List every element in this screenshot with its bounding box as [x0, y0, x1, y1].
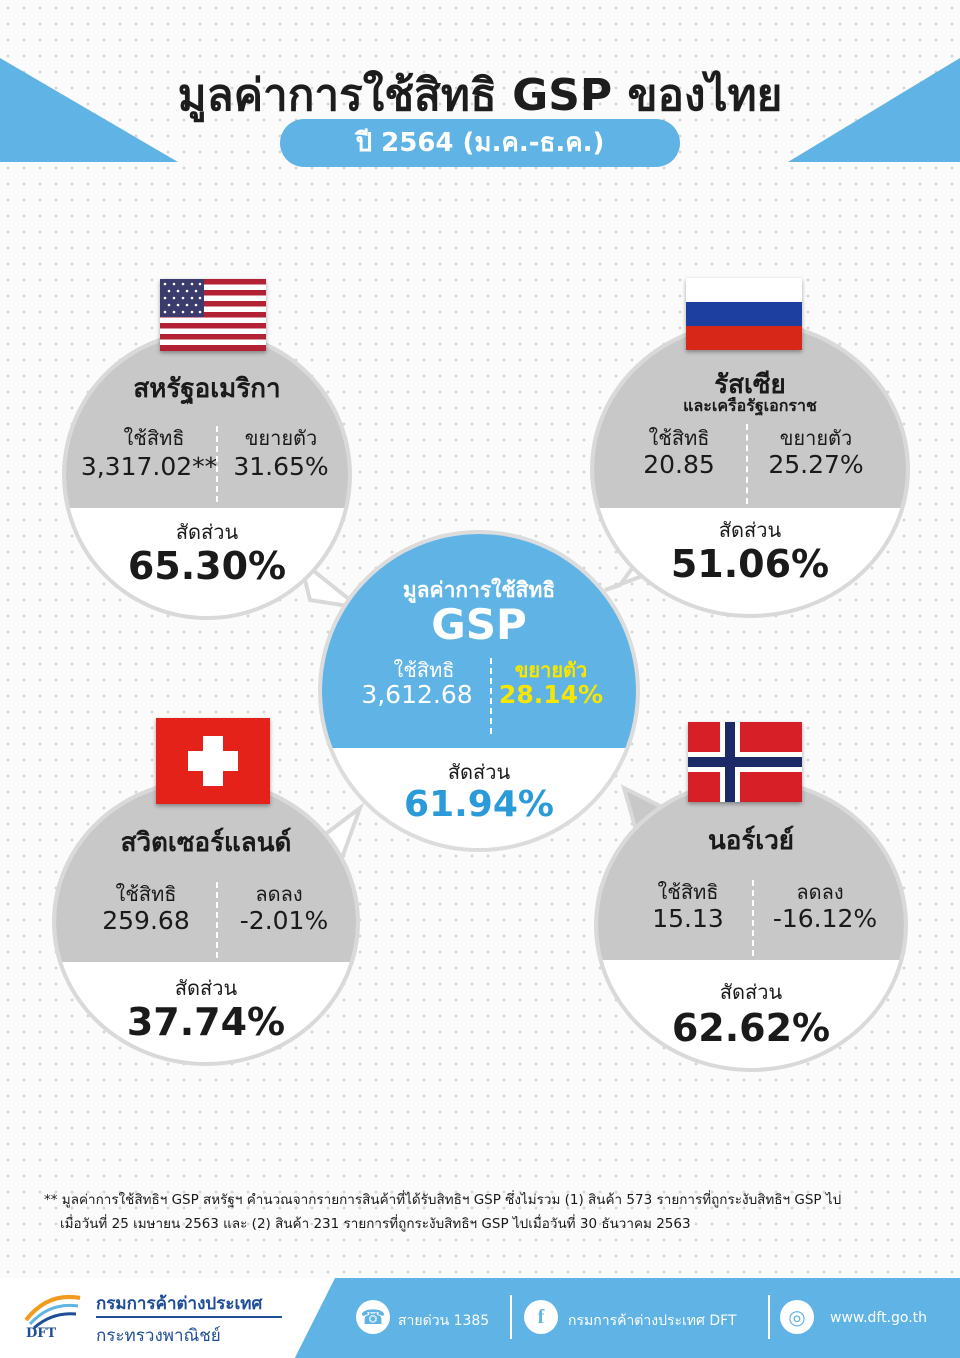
ministry-name: กระทรวงพาณิชย์ — [96, 1326, 221, 1346]
gsp-growth-label: ขยายตัว — [514, 658, 588, 682]
globe-icon[interactable]: ◎ — [780, 1300, 814, 1334]
russia-divider — [746, 424, 748, 504]
phone-icon[interactable]: ☎ — [356, 1300, 390, 1334]
norway-name: นอร์เวย์ — [707, 826, 795, 856]
gsp-share-value: 61.94% — [404, 784, 554, 825]
footnote-line-2: เมื่อวันที่ 25 เมษายน 2563 และ (2) สินค้… — [60, 1216, 691, 1232]
page-title: มูลค่าการใช้สิทธิ GSP ของไทย — [177, 70, 783, 121]
norway-growth-label: ลดลง — [796, 880, 844, 904]
usa-card: สหรัฐอเมริกา ใช้สิทธิ 3,317.02** ขยายตัว… — [62, 330, 368, 620]
dft-logo-icon — [24, 1295, 81, 1330]
norway-card: นอร์เวย์ ใช้สิทธิ 15.13 ลดลง -16.12% สัด… — [594, 778, 910, 1074]
usa-used-value: 3,317.02** — [80, 452, 218, 481]
hotline-text[interactable]: สายด่วน 1385 — [398, 1313, 490, 1329]
footer-separator-2 — [768, 1295, 770, 1339]
switzerland-flag-icon — [156, 718, 270, 804]
usa-bubble: สหรัฐอเมริกา ใช้สิทธิ 3,317.02** ขยายตัว… — [62, 330, 352, 620]
department-name: กรมการค้าต่างประเทศ — [96, 1294, 263, 1314]
russia-flag-icon — [686, 278, 802, 350]
facebook-text[interactable]: กรมการค้าต่างประเทศ DFT — [568, 1313, 737, 1329]
usa-growth-value: 31.65% — [233, 452, 329, 481]
gsp-used-value: 3,612.68 — [361, 680, 473, 709]
gsp-divider — [490, 658, 492, 734]
norway-share-label: สัดส่วน — [719, 980, 783, 1004]
usa-share-label: สัดส่วน — [175, 520, 239, 544]
department-divider — [96, 1316, 282, 1318]
russia-used-label: ใช้สิทธิ — [648, 426, 710, 450]
switzerland-name: สวิตเซอร์แลนด์ — [120, 828, 292, 858]
gsp-bubble: มูลค่าการใช้สิทธิ GSP ใช้สิทธิ 3,612.68 … — [318, 530, 640, 852]
usa-growth-label: ขยายตัว — [244, 426, 318, 450]
usa-share-value: 65.30% — [127, 544, 287, 588]
russia-share-label: สัดส่วน — [718, 518, 782, 542]
russia-bubble: รัสเซีย และเครือรัฐเอกราช ใช้สิทธิ 20.85… — [590, 320, 910, 618]
gsp-used-label: ใช้สิทธิ — [393, 658, 455, 682]
norway-flag-icon — [688, 722, 802, 802]
switzerland-used-label: ใช้สิทธิ — [115, 882, 177, 906]
footnote-line-1: ** มูลค่าการใช้สิทธิฯ GSP สหรัฐฯ คำนวณจา… — [44, 1192, 842, 1208]
period-badge: ปี 2564 (ม.ค.-ธ.ค.) — [280, 119, 680, 167]
russia-share-value: 51.06% — [670, 542, 830, 586]
gsp-growth-value: 28.14% — [498, 680, 604, 709]
footer-separator-1 — [510, 1295, 512, 1339]
norway-growth-value: -16.12% — [772, 904, 878, 933]
switzerland-growth-value: -2.01% — [239, 906, 329, 935]
norway-used-value: 15.13 — [652, 904, 724, 933]
russia-name: รัสเซีย — [714, 370, 786, 400]
switzerland-card: สวิตเซอร์แลนด์ ใช้สิทธิ 259.68 ลดลง -2.0… — [52, 778, 365, 1068]
switzerland-bubble: สวิตเซอร์แลนด์ ใช้สิทธิ 259.68 ลดลง -2.0… — [52, 778, 360, 1066]
usa-name: สหรัฐอเมริกา — [133, 374, 281, 404]
gsp-name: GSP — [431, 600, 527, 649]
facebook-icon[interactable]: f — [524, 1300, 558, 1334]
norway-divider — [752, 880, 754, 956]
gsp-title: มูลค่าการใช้สิทธิ — [402, 578, 556, 602]
switzerland-share-label: สัดส่วน — [174, 976, 238, 1000]
dft-logo-text: DFT — [26, 1326, 57, 1341]
usa-divider — [216, 426, 218, 502]
switzerland-share-value: 37.74% — [126, 1000, 286, 1044]
switzerland-growth-label: ลดลง — [255, 882, 303, 906]
switzerland-divider — [216, 882, 218, 958]
russia-used-value: 20.85 — [643, 450, 715, 479]
footer-logo-area — [0, 1278, 335, 1358]
usa-flag-icon — [160, 279, 266, 351]
footnote: ** มูลค่าการใช้สิทธิฯ GSP สหรัฐฯ คำนวณจา… — [44, 1188, 934, 1236]
norway-share-value: 62.62% — [671, 1006, 831, 1050]
norway-bubble: นอร์เวย์ ใช้สิทธิ 15.13 ลดลง -16.12% สัด… — [594, 778, 908, 1072]
norway-used-label: ใช้สิทธิ — [657, 880, 719, 904]
gsp-summary-card: มูลค่าการใช้สิทธิ GSP ใช้สิทธิ 3,612.68 … — [318, 530, 640, 852]
russia-growth-label: ขยายตัว — [779, 426, 853, 450]
gsp-share-label: สัดส่วน — [447, 760, 511, 784]
russia-growth-value: 25.27% — [768, 450, 864, 479]
usa-used-label: ใช้สิทธิ — [123, 426, 185, 450]
website-text[interactable]: www.dft.go.th — [830, 1310, 928, 1326]
russia-subtitle: และเครือรัฐเอกราช — [683, 396, 817, 415]
switzerland-used-value: 259.68 — [102, 906, 190, 935]
